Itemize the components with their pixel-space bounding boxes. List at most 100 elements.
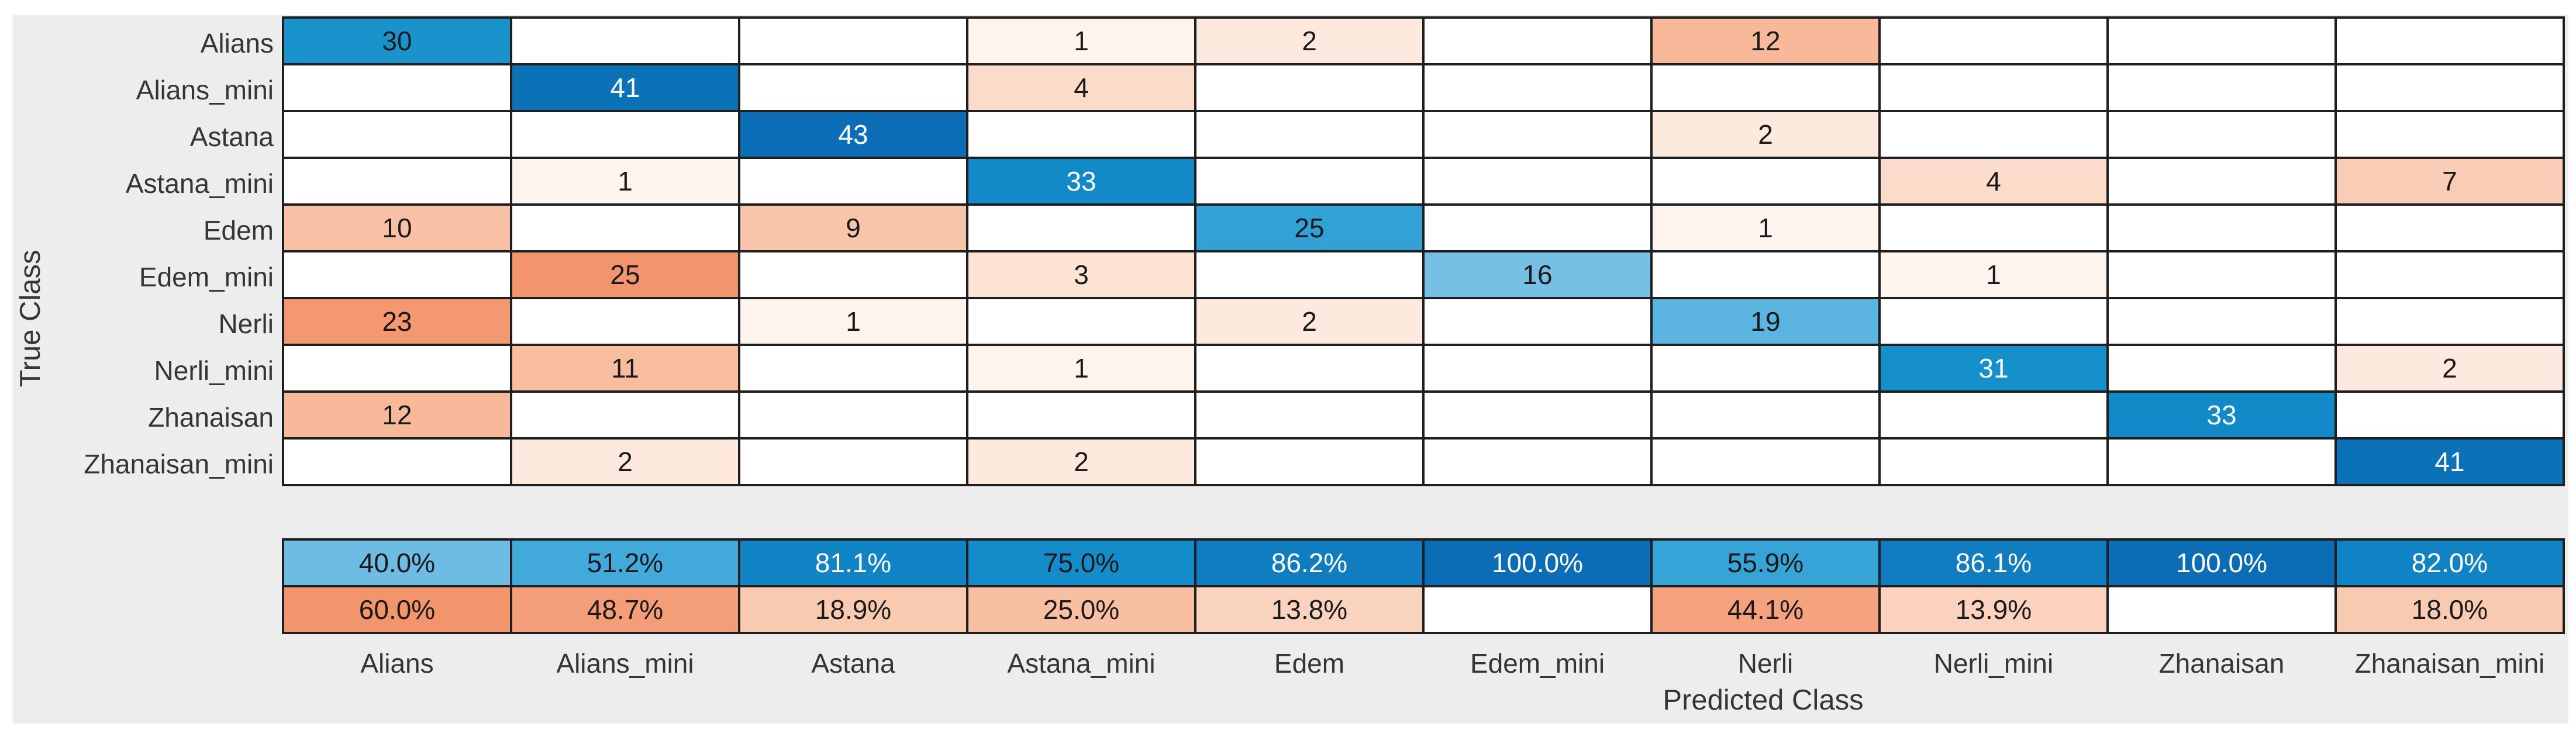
- y-tick-label: Astana_mini: [125, 168, 274, 199]
- matrix-cell: [284, 440, 510, 484]
- summary-correct-cell: 81.1%: [740, 541, 966, 585]
- summary-correct-cell: 86.2%: [1196, 541, 1422, 585]
- y-tick-label: Edem_mini: [139, 262, 274, 292]
- matrix-cell: 3: [968, 252, 1194, 297]
- matrix-cell: 12: [1653, 19, 1878, 63]
- matrix-cell: [284, 252, 510, 297]
- matrix-cell: [740, 19, 966, 63]
- x-tick-label: Alians: [360, 648, 434, 679]
- matrix-cell: [1196, 65, 1422, 110]
- matrix-cell: [968, 112, 1194, 157]
- matrix-cell: [1425, 299, 1650, 344]
- matrix-cell: [2337, 19, 2563, 63]
- matrix-cell: [1881, 65, 2106, 110]
- matrix-cell: 10: [284, 206, 510, 250]
- summary-incorrect-cell: 18.0%: [2337, 587, 2563, 632]
- x-tick-label: Alians_mini: [556, 648, 694, 679]
- summary-incorrect-cell: 13.9%: [1881, 587, 2106, 632]
- x-tick-label: Zhanaisan_mini: [2354, 648, 2545, 679]
- matrix-cell: [1881, 440, 2106, 484]
- matrix-cell: [512, 206, 738, 250]
- matrix-cell: [1425, 112, 1650, 157]
- matrix-cell: 7: [2337, 159, 2563, 203]
- matrix-cell: [1196, 393, 1422, 437]
- matrix-cell: [2109, 440, 2334, 484]
- matrix-cell: 9: [740, 206, 966, 250]
- matrix-cell: [740, 393, 966, 437]
- matrix-cell: 33: [2109, 393, 2334, 437]
- matrix-cell: [2337, 393, 2563, 437]
- matrix-cell: [1653, 159, 1878, 203]
- matrix-cell: [1881, 19, 2106, 63]
- matrix-cell: [1881, 393, 2106, 437]
- matrix-cell: [284, 346, 510, 390]
- summary-correct-cell: 55.9%: [1653, 541, 1878, 585]
- matrix-cell: [1196, 346, 1422, 390]
- matrix-cell: 41: [512, 65, 738, 110]
- matrix-cell: 1: [968, 346, 1194, 390]
- confusion-matrix-grid: 30 1 2 12 41 4 43 2 1 33 4 7 10 9 25 1 25 3 16 1 23 1 2 19 11 1 31…: [282, 16, 2565, 486]
- matrix-cell: [284, 65, 510, 110]
- x-tick-label: Astana_mini: [1007, 648, 1156, 679]
- matrix-cell: 41: [2337, 440, 2563, 484]
- x-tick-label: Edem_mini: [1470, 648, 1605, 679]
- matrix-cell: [1425, 19, 1650, 63]
- y-tick-label: Nerli_mini: [154, 355, 274, 386]
- summary-incorrect-cell: 48.7%: [512, 587, 738, 632]
- summary-correct-cell: 75.0%: [968, 541, 1194, 585]
- matrix-cell: [968, 393, 1194, 437]
- matrix-cell: [1653, 65, 1878, 110]
- matrix-cell: [968, 299, 1194, 344]
- matrix-cell: 1: [1881, 252, 2106, 297]
- y-tick-label: Alians_mini: [136, 75, 274, 105]
- matrix-cell: [1653, 393, 1878, 437]
- matrix-cell: [1653, 440, 1878, 484]
- matrix-cell: [2109, 299, 2334, 344]
- matrix-cell: [1425, 440, 1650, 484]
- matrix-cell: [1425, 393, 1650, 437]
- matrix-cell: [1425, 346, 1650, 390]
- matrix-cell: 2: [1653, 112, 1878, 157]
- matrix-cell: [512, 112, 738, 157]
- matrix-cell: [1881, 206, 2106, 250]
- matrix-cell: [284, 112, 510, 157]
- matrix-cell: 2: [512, 440, 738, 484]
- y-tick-label: Zhanaisan_mini: [84, 449, 274, 479]
- matrix-cell: [740, 159, 966, 203]
- matrix-cell: [2337, 252, 2563, 297]
- matrix-cell: [1881, 299, 2106, 344]
- matrix-cell: [2337, 299, 2563, 344]
- matrix-cell: [1653, 252, 1878, 297]
- x-axis-title: Predicted Class: [1663, 684, 1864, 716]
- x-tick-label: Edem: [1274, 648, 1345, 679]
- matrix-cell: [512, 299, 738, 344]
- matrix-cell: 1: [1653, 206, 1878, 250]
- matrix-cell: [1196, 159, 1422, 203]
- summary-correct-cell: 100.0%: [2109, 541, 2334, 585]
- matrix-cell: [740, 346, 966, 390]
- matrix-cell: 2: [2337, 346, 2563, 390]
- matrix-cell: [1653, 346, 1878, 390]
- matrix-cell: [2109, 112, 2334, 157]
- summary-incorrect-cell: 13.8%: [1196, 587, 1422, 632]
- y-tick-label: Zhanaisan: [148, 402, 274, 432]
- matrix-cell: [740, 65, 966, 110]
- matrix-cell: [2109, 19, 2334, 63]
- matrix-cell: [2337, 206, 2563, 250]
- matrix-cell: [1196, 112, 1422, 157]
- matrix-cell: [740, 252, 966, 297]
- summary-incorrect-cell: 18.9%: [740, 587, 966, 632]
- matrix-cell: [1425, 159, 1650, 203]
- matrix-cell: [284, 159, 510, 203]
- matrix-cell: 1: [968, 19, 1194, 63]
- matrix-cell: [2109, 252, 2334, 297]
- summary-incorrect-cell: 44.1%: [1653, 587, 1878, 632]
- summary-correct-cell: 82.0%: [2337, 541, 2563, 585]
- matrix-cell: [2109, 159, 2334, 203]
- summary-incorrect-cell: 60.0%: [284, 587, 510, 632]
- matrix-cell: 25: [512, 252, 738, 297]
- y-tick-label: Alians: [200, 28, 274, 58]
- matrix-cell: [1196, 440, 1422, 484]
- summary-correct-cell: 40.0%: [284, 541, 510, 585]
- x-tick-label: Nerli: [1737, 648, 1794, 679]
